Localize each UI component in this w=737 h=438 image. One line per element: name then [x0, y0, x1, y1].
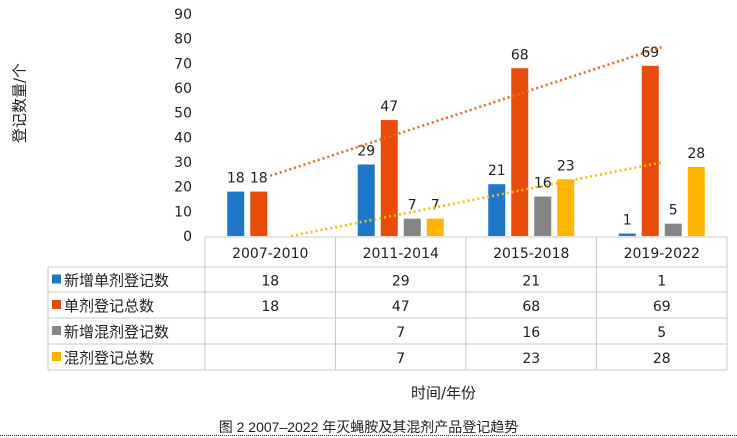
legend-label: 新增混剂登记数 [64, 323, 169, 341]
y-tick-label: 10 [174, 204, 192, 220]
legend-label: 新增单剂登记数 [64, 272, 169, 290]
data-label: 7 [431, 198, 440, 214]
table-cell: 18 [261, 274, 279, 290]
category-label: 2019-2022 [624, 246, 700, 262]
bar-2 [664, 223, 682, 236]
bar-1 [511, 68, 529, 237]
y-tick-label: 70 [174, 56, 192, 72]
legend-label: 混剂登记总数 [64, 349, 154, 367]
data-label: 69 [641, 45, 659, 61]
legend-swatch-0 [52, 274, 61, 284]
bar-2 [534, 196, 552, 236]
bar-1 [641, 65, 659, 236]
y-tick-label: 20 [174, 180, 192, 196]
trendline [290, 161, 663, 238]
table-cell: 7 [396, 325, 405, 341]
category-label: 2011-2014 [363, 246, 439, 262]
data-label: 28 [687, 146, 705, 162]
y-tick-label: 60 [174, 81, 192, 97]
data-label: 5 [669, 203, 678, 219]
table-cell: 1 [657, 274, 666, 290]
bar-3 [557, 179, 575, 236]
bar-1 [250, 191, 268, 236]
table-cell: 5 [657, 325, 666, 341]
category-label: 2015-2018 [493, 246, 569, 262]
bar-0 [227, 191, 245, 236]
table-cell: 23 [522, 351, 540, 367]
data-label: 29 [357, 143, 375, 159]
bar-3 [426, 218, 444, 236]
data-label: 68 [511, 47, 529, 63]
figure-caption: 图 2 2007–2022 年灭蝇胺及其混剂产品登记趋势 [218, 419, 519, 435]
bar-3 [687, 166, 705, 236]
dotted-divider [0, 435, 737, 436]
table-cell: 21 [522, 274, 540, 290]
data-label: 18 [250, 171, 268, 187]
trendline [269, 45, 663, 178]
legend-swatch-3 [52, 352, 61, 361]
table-cell: 47 [392, 299, 410, 315]
bar-0 [618, 233, 636, 236]
legend-swatch-2 [52, 326, 61, 335]
y-tick-label: 40 [174, 130, 192, 146]
data-label: 1 [623, 213, 632, 229]
data-label: 21 [488, 163, 506, 179]
data-label: 7 [408, 198, 417, 214]
table-cell: 7 [396, 351, 405, 367]
legend-swatch-1 [52, 300, 61, 309]
table-cell: 16 [522, 325, 540, 341]
y-axis-title: 登记数量/个 [10, 62, 29, 143]
category-label: 2007-2010 [232, 246, 308, 262]
y-tick-label: 90 [174, 7, 192, 23]
legend-label: 单剂登记总数 [64, 297, 154, 315]
data-label: 18 [227, 171, 245, 187]
y-tick-label: 30 [174, 155, 192, 171]
bar-1 [380, 120, 398, 236]
table-cell: 28 [653, 351, 671, 367]
x-axis-title: 时间/年份 [410, 384, 477, 402]
y-tick-label: 0 [183, 229, 192, 245]
bar-0 [357, 164, 375, 236]
data-label: 23 [557, 158, 575, 174]
data-label: 16 [534, 176, 552, 192]
table-cell: 18 [261, 299, 279, 315]
y-tick-label: 50 [174, 106, 192, 122]
bar-0 [488, 184, 506, 236]
data-label: 47 [380, 99, 398, 115]
table-cell: 29 [392, 274, 410, 290]
table-cell: 68 [522, 299, 540, 315]
table-cell: 69 [653, 299, 671, 315]
y-tick-label: 80 [174, 32, 192, 48]
bar-2 [403, 218, 421, 236]
